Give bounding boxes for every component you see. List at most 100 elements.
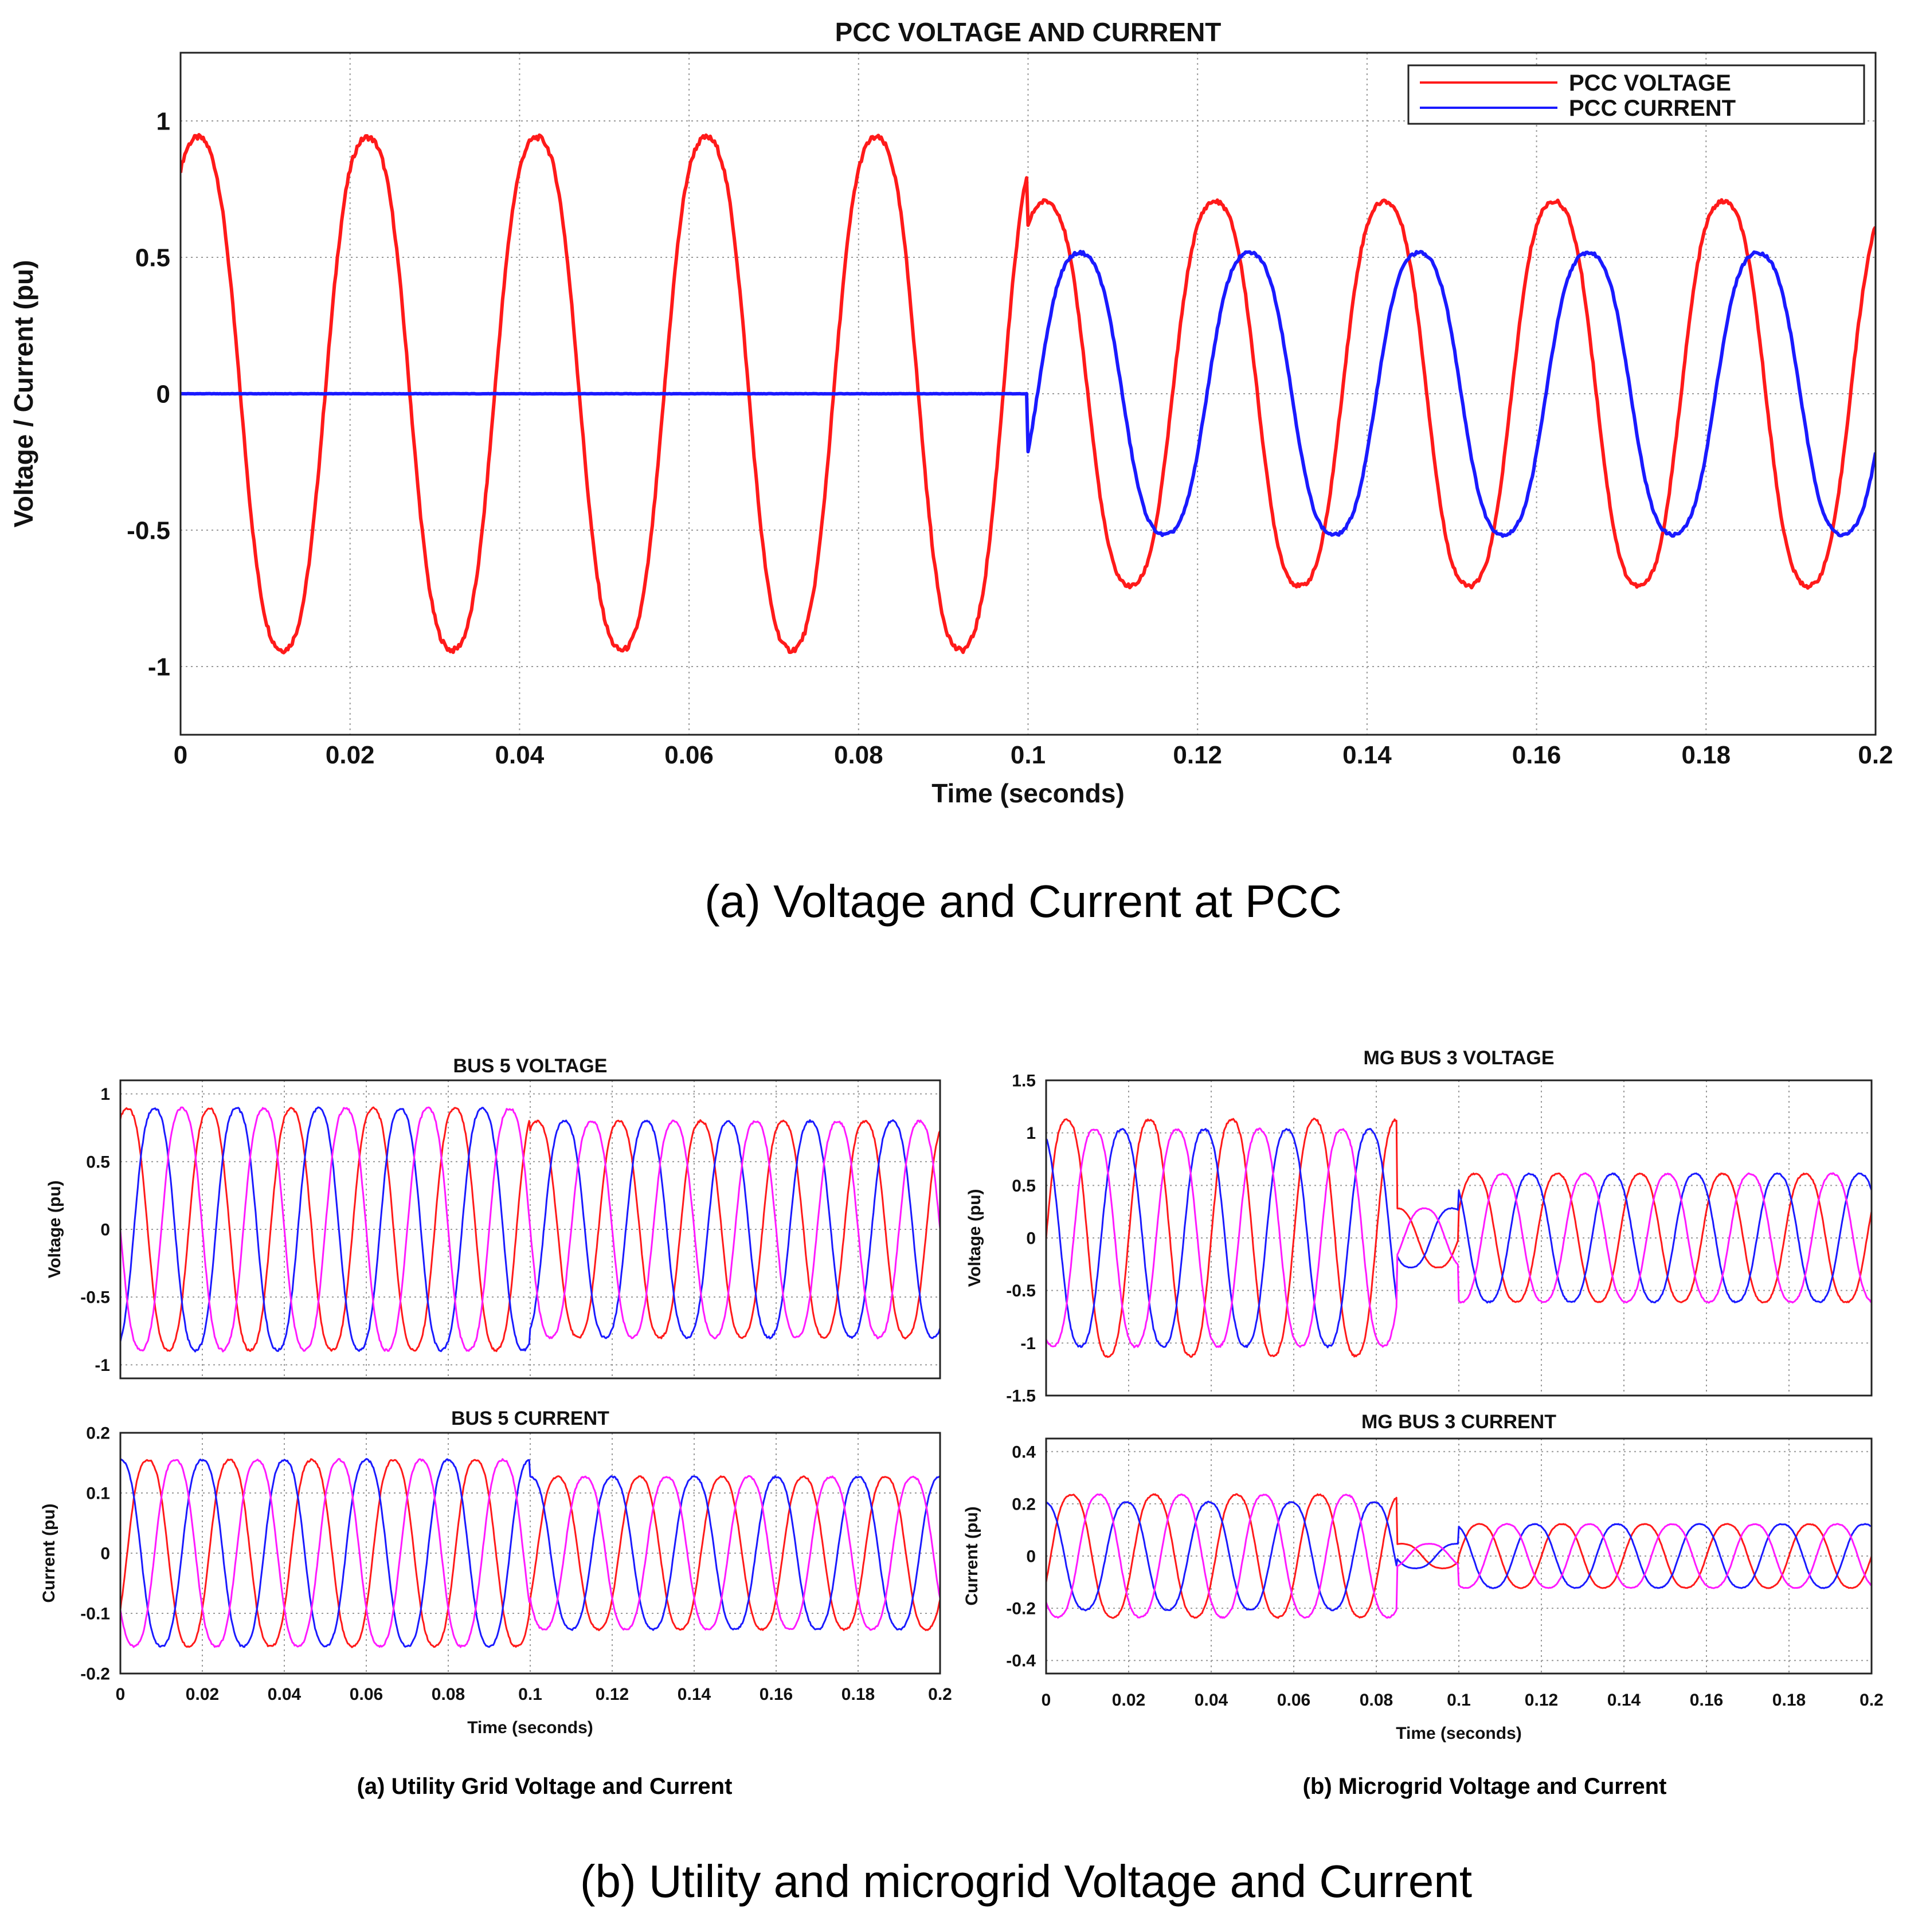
x-tick-label: 0.06 xyxy=(350,1685,383,1704)
chart-bus5-voltage: -1 -0.5 0 0.5 1 BUS 5 VOLTAGE Voltage (pu) xyxy=(45,1055,941,1380)
series-line-phase-a xyxy=(120,1106,940,1353)
chart-title: PCC VOLTAGE AND CURRENT xyxy=(835,17,1222,47)
caption-b-left: (a) Utility Grid Voltage and Current xyxy=(357,1774,733,1799)
y-tick-label: -0.5 xyxy=(1006,1282,1036,1300)
plot-frame xyxy=(1045,1079,1873,1397)
series-line-phase-b xyxy=(1046,1128,1872,1349)
x-tick-label: 0.12 xyxy=(1525,1691,1558,1710)
x-tick-label: 0.1 xyxy=(518,1685,542,1704)
chart-bus5-current: -0.2 -0.1 0 0.1 0.2 0 0.02 0.04 0.06 0.08 0.1 0.12 0… xyxy=(40,1408,952,1737)
x-tick-label: 0.08 xyxy=(1360,1691,1393,1710)
series-line-phase-c xyxy=(120,1106,940,1353)
plot-frame xyxy=(179,52,1877,736)
y-tick-label: 0 xyxy=(100,1545,110,1563)
y-tick-label: 0.5 xyxy=(1012,1177,1036,1196)
y-tick-label: 0 xyxy=(1026,1229,1036,1248)
y-tick-label: -1 xyxy=(95,1356,110,1375)
y-axis-label: Voltage / Current (pu) xyxy=(9,260,38,528)
x-tick-label: 0.1 xyxy=(1447,1691,1471,1710)
y-tick-label: 1 xyxy=(1026,1124,1036,1143)
x-tick-label: 0.04 xyxy=(268,1685,302,1704)
x-tick-label: 0.2 xyxy=(928,1685,952,1704)
x-axis-label: Time (seconds) xyxy=(931,778,1125,808)
series-line-phase-b xyxy=(1046,1500,1872,1612)
x-tick-label: 0.14 xyxy=(678,1685,711,1704)
caption-b-right: (b) Microgrid Voltage and Current xyxy=(1303,1774,1667,1799)
series-line-phase-c xyxy=(1046,1127,1872,1349)
x-tick-label: 0.04 xyxy=(1195,1691,1228,1710)
x-tick-label: 0.12 xyxy=(1173,741,1222,769)
caption-b: (b) Utility and microgrid Voltage and Cu… xyxy=(580,1856,1472,1907)
chart-title: BUS 5 VOLTAGE xyxy=(453,1055,608,1077)
x-tick-label: 0 xyxy=(116,1685,126,1704)
x-tick-label: 0.12 xyxy=(596,1685,629,1704)
y-tick-label: -0.2 xyxy=(1006,1600,1036,1619)
y-tick-label: -1 xyxy=(1020,1334,1036,1353)
legend-box xyxy=(1407,64,1865,125)
plot-frame xyxy=(119,1432,941,1675)
y-tick-label: -1.5 xyxy=(1006,1387,1036,1406)
y-tick-label: 0.5 xyxy=(135,244,170,272)
x-tick-label: 0.06 xyxy=(1277,1691,1310,1710)
chart-title: MG BUS 3 CURRENT xyxy=(1361,1411,1556,1433)
y-tick-label: 1.5 xyxy=(1012,1072,1036,1091)
chart-pcc-voltage-current: -1 -0.5 0 0.5 1 0 0.02 0.04 0.06 0.08 0.1 0.12 0.14 0… xyxy=(9,17,1893,808)
series-line-phase-a xyxy=(1046,1118,1872,1358)
x-tick-label: 0.14 xyxy=(1607,1691,1641,1710)
y-tick-label: -0.5 xyxy=(80,1288,110,1307)
x-tick-label: 0.16 xyxy=(1512,741,1561,769)
y-tick-label: -0.4 xyxy=(1006,1652,1036,1671)
x-tick-label: 0.06 xyxy=(664,741,714,769)
x-axis-label: Time (seconds) xyxy=(467,1718,593,1737)
y-tick-label: 0 xyxy=(100,1221,110,1240)
y-axis-label: Voltage (pu) xyxy=(965,1189,984,1287)
plot-frame xyxy=(119,1079,941,1380)
series-line-phase-a xyxy=(1046,1493,1872,1619)
y-tick-label: 0.2 xyxy=(86,1424,110,1443)
y-tick-label: 0 xyxy=(156,380,170,408)
x-tick-label: 0.14 xyxy=(1342,741,1392,769)
x-tick-label: 0.1 xyxy=(1011,741,1046,769)
x-tick-label: 0.04 xyxy=(495,741,545,769)
series-line-pcc-current xyxy=(181,249,1876,538)
y-axis-label: Voltage (pu) xyxy=(45,1180,64,1278)
x-tick-label: 0.2 xyxy=(1860,1691,1884,1710)
x-tick-label: 0.16 xyxy=(760,1685,793,1704)
gridlines xyxy=(120,1432,940,1674)
chart-mg-bus3-current: -0.4 -0.2 0 0.2 0.4 0 0.02 0.04 0.06 0.08 0.1 0.12 0… xyxy=(962,1411,1884,1743)
chart-mg-bus3-voltage: -1.5 -1 -0.5 0 0.5 1 1.5 MG BUS 3 VOLTAGE Voltag… xyxy=(965,1047,1873,1406)
x-tick-label: 0 xyxy=(174,741,187,769)
y-tick-label: -0.1 xyxy=(80,1605,110,1624)
y-tick-label: 1 xyxy=(100,1085,110,1104)
series-line-pcc-voltage xyxy=(181,133,1876,655)
series-line-phase-c xyxy=(120,1458,940,1648)
chart-title: MG BUS 3 VOLTAGE xyxy=(1363,1047,1554,1069)
x-tick-label: 0.16 xyxy=(1690,1691,1723,1710)
y-tick-label: 0.1 xyxy=(86,1484,110,1503)
series-line-phase-b xyxy=(120,1106,940,1353)
x-tick-label: 0.08 xyxy=(834,741,883,769)
y-tick-label: 0.5 xyxy=(86,1153,110,1171)
y-axis-label: Current (pu) xyxy=(40,1503,58,1602)
x-tick-label: 0.02 xyxy=(186,1685,219,1704)
caption-a: (a) Voltage and Current at PCC xyxy=(704,876,1342,927)
chart-title: BUS 5 CURRENT xyxy=(451,1408,609,1429)
x-tick-label: 0.08 xyxy=(432,1685,465,1704)
x-tick-label: 0 xyxy=(1042,1691,1051,1710)
x-tick-label: 0.18 xyxy=(841,1685,875,1704)
x-tick-label: 0.02 xyxy=(1112,1691,1145,1710)
captions: (a) Voltage and Current at PCC (a) Utili… xyxy=(357,876,1667,1907)
y-tick-label: -0.5 xyxy=(127,516,170,544)
x-tick-label: 0.2 xyxy=(1858,741,1893,769)
legend-label: PCC CURRENT xyxy=(1569,96,1736,121)
y-tick-label: 0.2 xyxy=(1012,1495,1036,1514)
x-tick-label: 0.18 xyxy=(1772,1691,1806,1710)
gridlines xyxy=(181,53,1876,735)
plot-frame xyxy=(1045,1437,1873,1675)
y-axis-label: Current (pu) xyxy=(962,1506,981,1605)
y-tick-label: -1 xyxy=(148,653,170,681)
y-tick-label: 1 xyxy=(156,107,170,135)
x-tick-label: 0.02 xyxy=(326,741,375,769)
